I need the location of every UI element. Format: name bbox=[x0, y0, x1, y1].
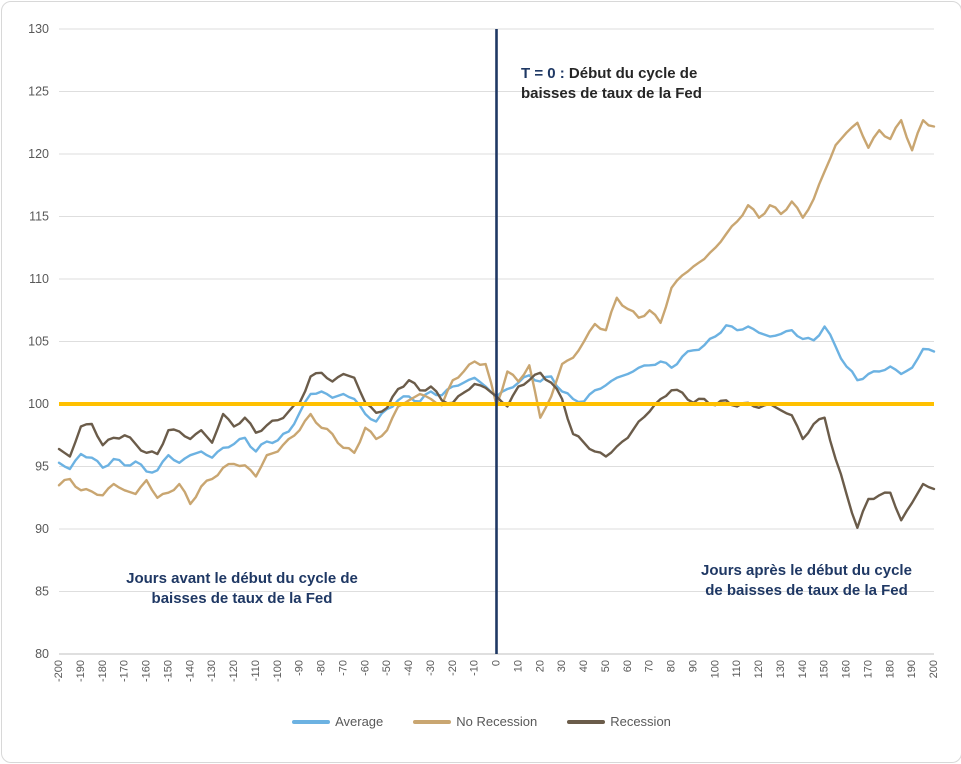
y-tick-label: 90 bbox=[35, 522, 49, 536]
y-tick-label: 85 bbox=[35, 585, 49, 599]
legend-label: No Recession bbox=[456, 714, 538, 729]
x-tick-label: 130 bbox=[775, 660, 787, 678]
x-tick-label: 190 bbox=[906, 660, 918, 678]
y-tick-label: 120 bbox=[28, 147, 49, 161]
legend-label: Average bbox=[335, 714, 384, 729]
y-tick-label: 100 bbox=[28, 397, 49, 411]
annotation-before-line2: baisses de taux de la Fed bbox=[151, 590, 333, 607]
y-tick-label: 110 bbox=[29, 272, 49, 286]
x-tick-label: -80 bbox=[316, 660, 328, 676]
x-tick-label: -110 bbox=[250, 660, 262, 681]
x-tick-label: -200 bbox=[53, 660, 65, 682]
x-tick-label: 100 bbox=[709, 660, 721, 678]
x-tick-label: -50 bbox=[381, 660, 393, 676]
x-tick-label: -130 bbox=[206, 660, 218, 682]
x-tick-label: 10 bbox=[512, 660, 524, 672]
x-tick-label: 80 bbox=[666, 660, 678, 672]
annotation-days-after: Jours après le début du cycle de baisses… bbox=[654, 561, 959, 601]
x-tick-label: -60 bbox=[359, 660, 371, 676]
annotation-t0-prefix: T = 0 : bbox=[521, 65, 565, 82]
annotation-after-line2: de baisses de taux de la Fed bbox=[705, 582, 908, 599]
annotation-t0-line2: baisses de taux de la Fed bbox=[521, 85, 702, 102]
annotation-t0: T = 0 : Début du cycle de baisses de tau… bbox=[521, 64, 761, 104]
chart-legend: Average No Recession Recession bbox=[2, 714, 961, 729]
x-tick-label: -190 bbox=[75, 660, 87, 682]
x-tick-label: 200 bbox=[928, 660, 940, 678]
x-tick-label: 170 bbox=[862, 660, 874, 678]
y-tick-label: 130 bbox=[28, 22, 49, 36]
x-tick-label: 180 bbox=[884, 660, 896, 678]
x-axis-labels: -200 -190 -180 -170 -160 -150 -140 -130 -120 -110… bbox=[53, 660, 940, 682]
x-tick-label: -170 bbox=[119, 660, 131, 682]
x-tick-label: -20 bbox=[447, 660, 459, 676]
x-tick-label: 0 bbox=[491, 660, 503, 666]
x-tick-label: 140 bbox=[797, 660, 809, 678]
x-tick-label: -70 bbox=[337, 660, 349, 676]
x-tick-label: 60 bbox=[622, 660, 634, 672]
x-tick-label: 120 bbox=[753, 660, 765, 678]
x-tick-label: 30 bbox=[556, 660, 568, 672]
legend-item-average: Average bbox=[292, 714, 383, 729]
x-tick-label: -40 bbox=[403, 660, 415, 676]
x-tick-label: -10 bbox=[469, 660, 481, 676]
annotation-before-line1: Jours avant le début du cycle de bbox=[126, 570, 358, 587]
x-tick-label: 70 bbox=[644, 660, 656, 672]
x-tick-label: -140 bbox=[184, 660, 196, 682]
x-tick-label: -150 bbox=[162, 660, 174, 682]
annotation-t0-line1: Début du cycle de bbox=[564, 65, 698, 82]
x-tick-label: -90 bbox=[294, 660, 306, 676]
legend-line-icon bbox=[567, 719, 606, 724]
y-tick-label: 125 bbox=[28, 85, 49, 99]
x-tick-label: -100 bbox=[272, 660, 284, 682]
x-tick-label: -120 bbox=[228, 660, 240, 682]
legend-label: Recession bbox=[610, 714, 671, 729]
x-tick-label: -30 bbox=[425, 660, 437, 676]
x-tick-label: 90 bbox=[687, 660, 699, 672]
x-tick-label: 40 bbox=[578, 660, 590, 672]
y-tick-label: 95 bbox=[35, 460, 49, 474]
y-tick-label: 105 bbox=[28, 335, 49, 349]
legend-item-no-recession: No Recession bbox=[413, 714, 537, 729]
x-tick-label: 50 bbox=[600, 660, 612, 672]
legend-item-recession: Recession bbox=[567, 714, 671, 729]
y-tick-label: 80 bbox=[35, 647, 49, 661]
x-tick-label: 110 bbox=[731, 660, 743, 678]
x-tick-label: 150 bbox=[819, 660, 831, 678]
annotation-days-before: Jours avant le début du cycle de baisses… bbox=[57, 569, 427, 609]
annotation-after-line1: Jours après le début du cycle bbox=[701, 562, 912, 579]
x-tick-label: 160 bbox=[841, 660, 853, 678]
x-tick-label: -160 bbox=[141, 660, 153, 682]
legend-line-icon bbox=[292, 719, 331, 724]
legend-line-icon bbox=[413, 719, 452, 724]
y-tick-label: 115 bbox=[29, 210, 49, 224]
x-tick-label: 20 bbox=[534, 660, 546, 672]
x-tick-label: -180 bbox=[97, 660, 109, 682]
